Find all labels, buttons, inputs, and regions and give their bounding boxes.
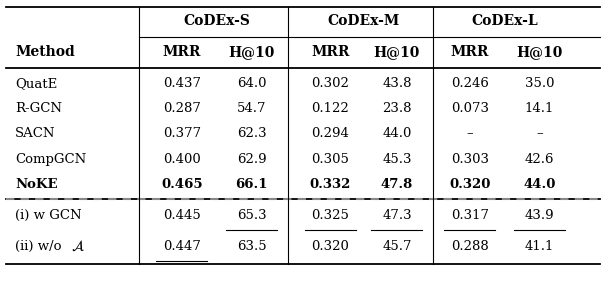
Text: 0.294: 0.294 [311,127,349,140]
Text: 0.445: 0.445 [163,209,201,222]
Text: 41.1: 41.1 [525,240,554,253]
Text: Method: Method [15,45,75,59]
Text: MRR: MRR [162,45,201,59]
Text: –: – [467,127,473,140]
Text: 0.287: 0.287 [163,102,201,115]
Text: 0.288: 0.288 [451,240,488,253]
Text: CoDEx-M: CoDEx-M [327,14,400,28]
Text: 47.8: 47.8 [381,178,413,191]
Text: 0.377: 0.377 [163,127,201,140]
Text: $\mathcal{A}$: $\mathcal{A}$ [71,239,85,254]
Text: 0.305: 0.305 [311,153,349,166]
Text: 0.073: 0.073 [451,102,488,115]
Text: CoDEx-S: CoDEx-S [183,14,250,28]
Text: 44.0: 44.0 [382,127,411,140]
Text: 0.122: 0.122 [311,102,349,115]
Text: 65.3: 65.3 [237,209,266,222]
Text: 14.1: 14.1 [525,102,554,115]
Text: 66.1: 66.1 [235,178,268,191]
Text: H@10: H@10 [374,45,420,59]
Text: 44.0: 44.0 [523,178,556,191]
Text: 0.332: 0.332 [310,178,351,191]
Text: SACN: SACN [15,127,56,140]
Text: H@10: H@10 [516,45,562,59]
Text: 42.6: 42.6 [525,153,554,166]
Text: 35.0: 35.0 [525,77,554,90]
Text: 64.0: 64.0 [237,77,266,90]
Text: 54.7: 54.7 [237,102,266,115]
Text: 0.317: 0.317 [451,209,488,222]
Text: 0.465: 0.465 [161,178,202,191]
Text: NoKE: NoKE [15,178,58,191]
Text: 0.400: 0.400 [163,153,201,166]
Text: 63.5: 63.5 [237,240,266,253]
Text: 23.8: 23.8 [382,102,411,115]
Text: 0.302: 0.302 [311,77,349,90]
Text: 0.437: 0.437 [163,77,201,90]
Text: MRR: MRR [450,45,489,59]
Text: 43.8: 43.8 [382,77,411,90]
Text: H@10: H@10 [228,45,275,59]
Text: 62.3: 62.3 [237,127,266,140]
Text: 0.320: 0.320 [449,178,490,191]
Text: R-GCN: R-GCN [15,102,62,115]
Text: 0.325: 0.325 [311,209,349,222]
Text: CoDEx-L: CoDEx-L [471,14,538,28]
Text: (i) w GCN: (i) w GCN [15,209,82,222]
Text: 45.7: 45.7 [382,240,411,253]
Text: 0.320: 0.320 [311,240,349,253]
Text: (ii) w/o: (ii) w/o [15,240,66,253]
Text: 43.9: 43.9 [525,209,554,222]
Text: 0.303: 0.303 [451,153,488,166]
Text: 0.447: 0.447 [163,240,201,253]
Text: MRR: MRR [311,45,350,59]
Text: 45.3: 45.3 [382,153,411,166]
Text: –: – [536,127,542,140]
Text: 62.9: 62.9 [237,153,266,166]
Text: 47.3: 47.3 [382,209,411,222]
Text: CompGCN: CompGCN [15,153,87,166]
Text: QuatE: QuatE [15,77,58,90]
Text: 0.246: 0.246 [451,77,488,90]
